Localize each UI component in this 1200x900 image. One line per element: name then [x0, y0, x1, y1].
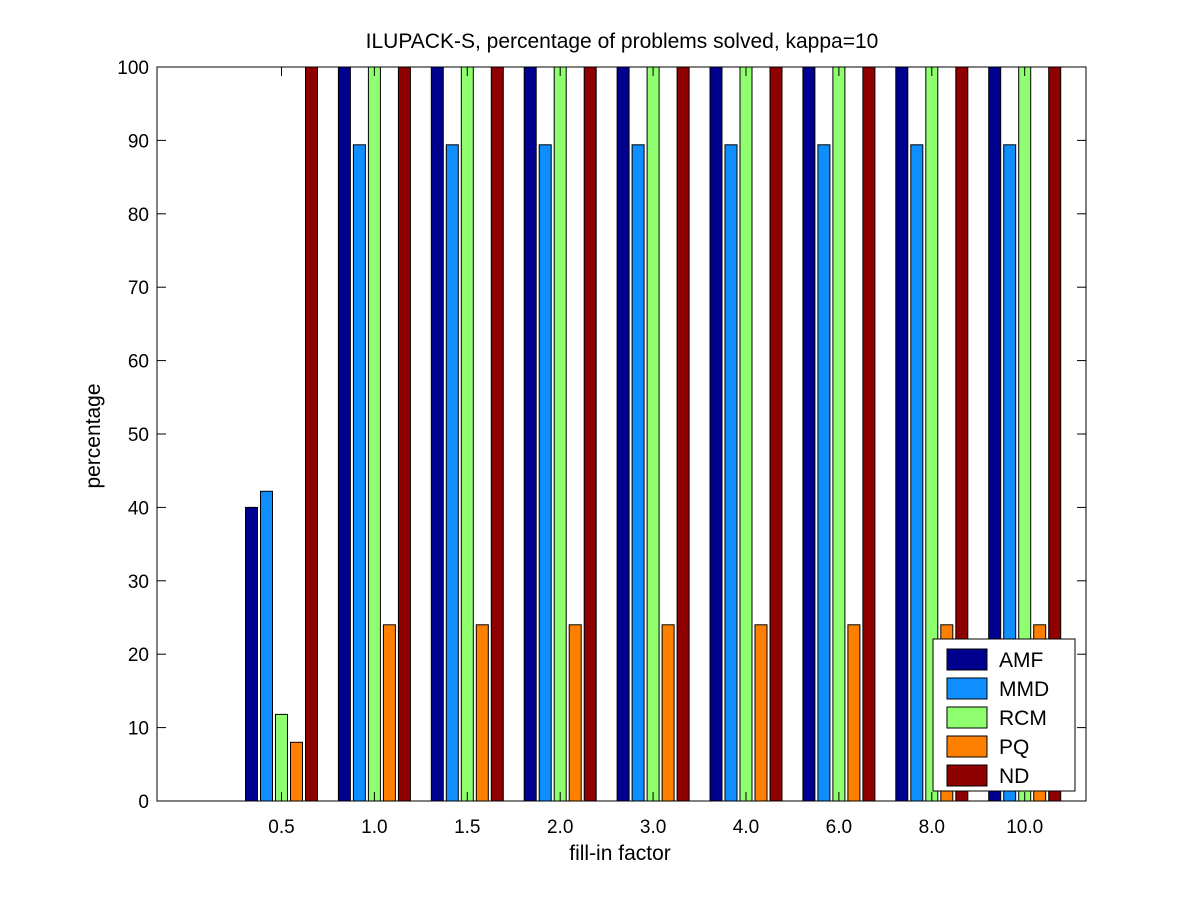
bar-rcm-2.0	[553, 66, 567, 802]
bar-amf-0.5	[245, 506, 258, 802]
bar-amf-4.0	[709, 66, 723, 802]
bar-amf-2.0	[523, 66, 537, 802]
x-tick-label: 2.0	[547, 817, 573, 838]
axis-ticks: 0 10 20 30 40 50 60 70 80 90 100 0.5 1.0 1.5 2.0 3.0 4.0…	[117, 58, 1086, 838]
bar-pq-0.5	[290, 741, 303, 802]
bar-rcm-3.0	[646, 66, 660, 802]
bar-amf-6.0	[802, 66, 816, 802]
bar-mmd-3.0	[631, 144, 645, 802]
x-tick-label: 3.0	[640, 817, 666, 838]
legend-swatch-rcm	[946, 706, 988, 729]
x-tick-label: 0.5	[268, 817, 294, 838]
y-tick-label: 10	[128, 719, 149, 740]
y-tick-label: 70	[128, 278, 149, 299]
bar-nd-4.0	[769, 66, 783, 802]
y-axis-title: percentage	[82, 383, 105, 488]
bar-pq-2.0	[568, 624, 582, 802]
y-tick-label: 30	[128, 572, 149, 593]
bar-mmd-6.0	[817, 144, 831, 802]
bar-amf-8.0	[895, 66, 909, 802]
bar-rcm-4.0	[739, 66, 753, 802]
bar-nd-2.0	[583, 66, 597, 802]
y-tick-label: 80	[128, 205, 149, 226]
bar-nd-1.0	[397, 66, 411, 802]
bar-nd-1.5	[490, 66, 504, 802]
x-tick-label: 6.0	[826, 817, 852, 838]
bar-amf-3.0	[616, 66, 630, 802]
x-tick-label: 4.0	[733, 817, 759, 838]
y-tick-label: 20	[128, 645, 149, 666]
bar-amf-1.0	[337, 66, 351, 802]
bar-rcm-1.0	[367, 66, 381, 802]
bar-mmd-4.0	[724, 144, 738, 802]
bar-pq-1.5	[475, 624, 489, 802]
legend-swatch-nd	[946, 764, 988, 787]
legend-label-mmd: MMD	[999, 678, 1049, 701]
y-tick-label: 100	[117, 58, 149, 79]
x-axis-title: fill-in factor	[569, 842, 671, 865]
y-tick-label: 0	[138, 792, 149, 813]
y-tick-label: 50	[128, 425, 149, 446]
bar-mmd-8.0	[910, 144, 924, 802]
chart-title: ILUPACK-S, percentage of problems solved…	[366, 30, 879, 53]
bar-nd-0.5	[305, 66, 318, 802]
x-tick-label: 1.0	[361, 817, 387, 838]
legend-label-amf: AMF	[999, 649, 1043, 672]
legend-swatch-mmd	[946, 677, 988, 700]
bar-nd-6.0	[862, 66, 876, 802]
bar-nd-3.0	[676, 66, 690, 802]
x-tick-label: 1.5	[454, 817, 480, 838]
x-tick-label: 10.0	[1006, 817, 1043, 838]
y-tick-label: 90	[128, 131, 149, 152]
bar-rcm-1.5	[460, 66, 474, 802]
y-tick-label: 60	[128, 352, 149, 373]
legend-swatch-pq	[946, 735, 988, 758]
legend: AMF MMD RCM PQ ND	[932, 638, 1076, 792]
legend-label-rcm: RCM	[999, 707, 1047, 730]
legend-label-pq: PQ	[999, 736, 1029, 759]
bar-pq-6.0	[847, 624, 861, 802]
bar-amf-1.5	[430, 66, 444, 802]
legend-swatch-amf	[946, 648, 988, 671]
bar-mmd-2.0	[538, 144, 552, 802]
bar-mmd-1.5	[445, 144, 459, 802]
y-tick-label: 40	[128, 498, 149, 519]
bar-mmd-0.5	[260, 490, 273, 802]
bar-pq-1.0	[382, 624, 396, 802]
legend-label-nd: ND	[999, 765, 1029, 788]
bar-pq-3.0	[661, 624, 675, 802]
bar-pq-4.0	[754, 624, 768, 802]
bars-layer	[245, 66, 1062, 802]
bar-rcm-6.0	[832, 66, 846, 802]
bar-rcm-0.5	[275, 713, 288, 802]
x-tick-label: 8.0	[919, 817, 945, 838]
bar-mmd-1.0	[352, 144, 366, 802]
